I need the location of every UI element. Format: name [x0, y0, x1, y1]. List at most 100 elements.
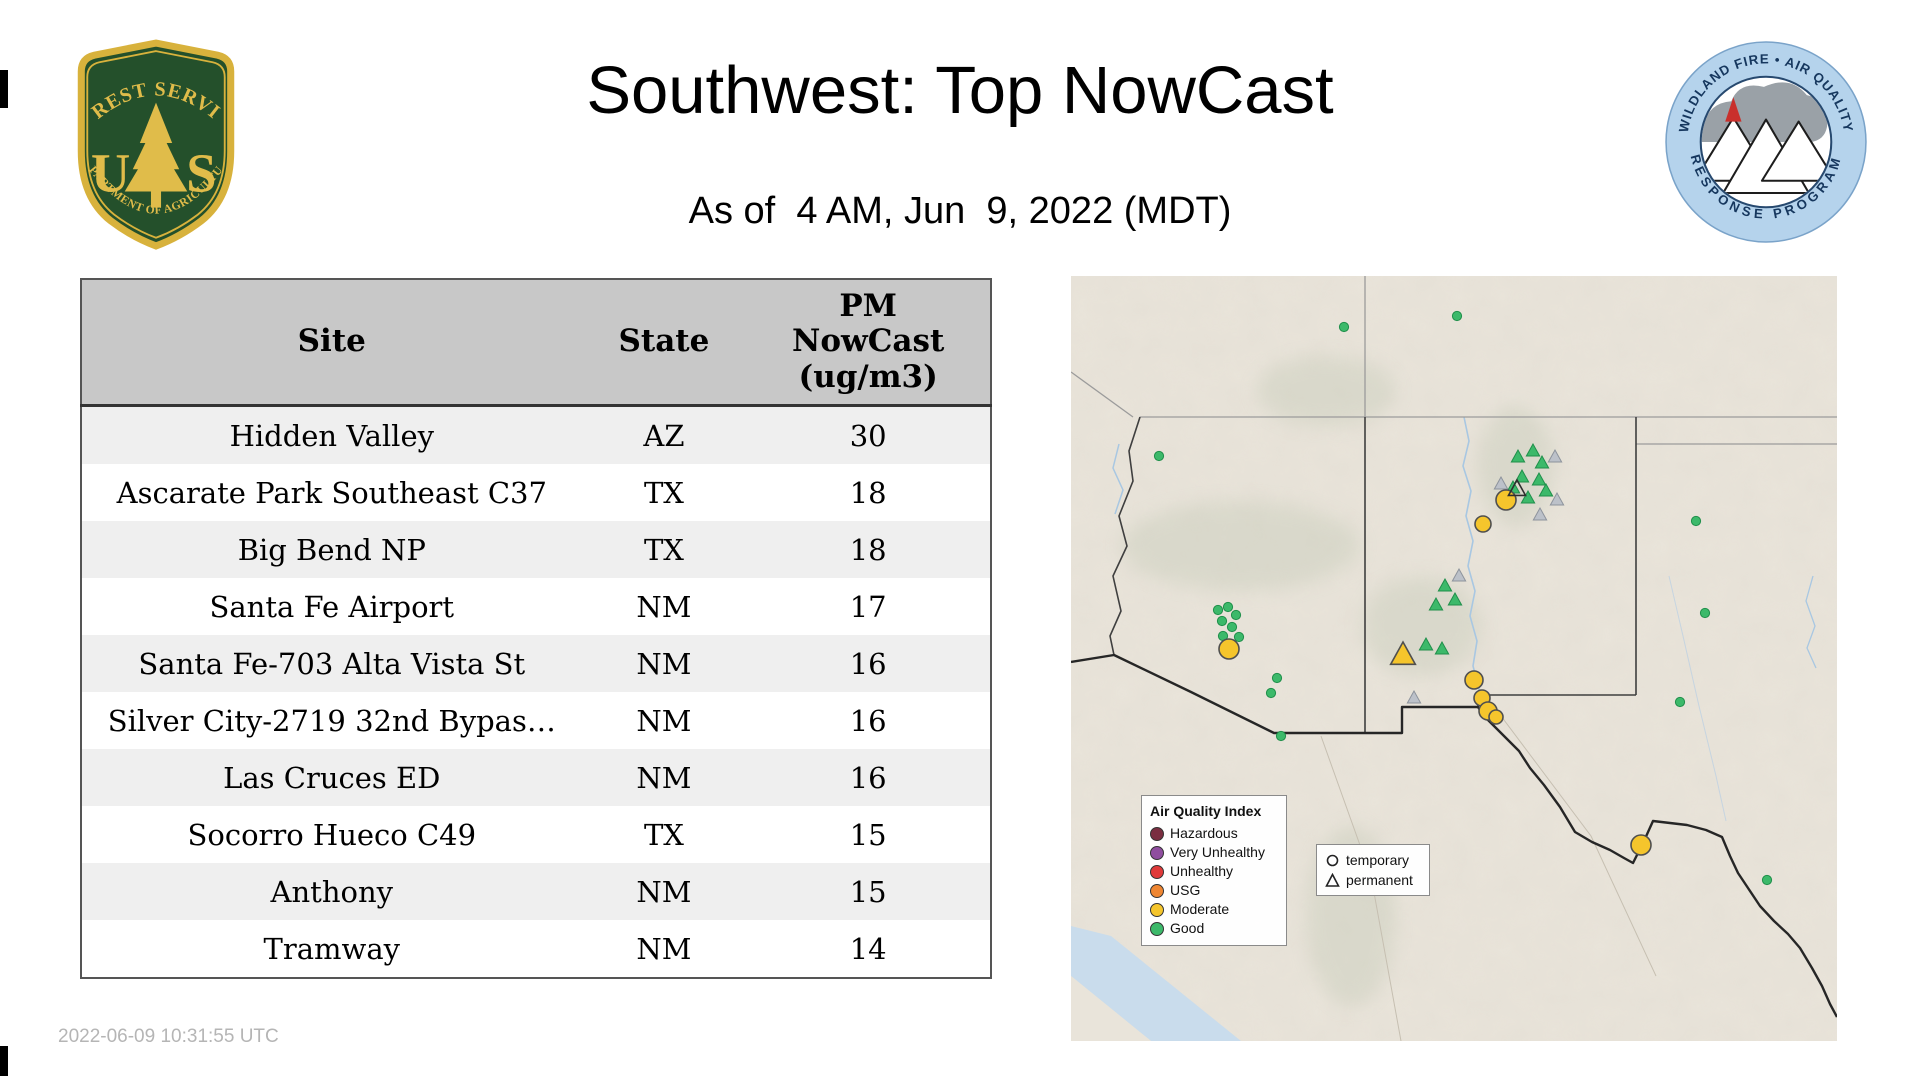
site-cell: Silver City-2719 32nd Bypas…	[107, 703, 556, 738]
aqi-legend-label: USG	[1170, 882, 1201, 898]
monitor-good-temporary	[1761, 874, 1773, 886]
state-cell: NM	[636, 703, 692, 738]
screen-edge-artifact	[0, 70, 8, 108]
fs-letter-s: S	[186, 142, 216, 203]
monitor-unknown-permanent	[1549, 491, 1565, 506]
flame-icon	[1725, 97, 1742, 122]
value-cell: 15	[849, 874, 887, 909]
site-cell: Socorro Hueco C49	[187, 817, 477, 852]
monitor-good-temporary	[1674, 696, 1686, 708]
table-row: Hidden Valley AZ 30	[81, 405, 991, 464]
screen-edge-artifact	[0, 1046, 8, 1076]
site-cell: Hidden Valley	[229, 418, 434, 453]
value-cell: 17	[849, 589, 887, 624]
monitor-unknown-permanent	[1532, 506, 1548, 521]
state-cell: AZ	[643, 418, 685, 453]
value-cell: 14	[849, 931, 887, 966]
table-row: Silver City-2719 32nd Bypas… NM 16	[81, 692, 991, 749]
table-row: Santa Fe-703 Alta Vista St NM 16	[81, 635, 991, 692]
monitor-unknown-permanent	[1406, 689, 1422, 704]
monitor-good-permanent	[1428, 596, 1444, 611]
nowcast-table: Site State PM NowCast (ug/m3) Hidden Val…	[80, 278, 992, 979]
table-row: Anthony NM 15	[81, 863, 991, 920]
aqi-legend: Air Quality Index Hazardous Very Unhealth…	[1141, 795, 1287, 946]
wfaqrp-logo: WILDLAND FIRE • AIR QUALITY RESPONSE PRO…	[1665, 41, 1867, 243]
page-title: Southwest: Top NowCast	[586, 53, 1334, 128]
monitor-good-permanent	[1520, 489, 1536, 504]
mountains-icon	[1701, 116, 1831, 195]
site-cell: Las Cruces ED	[223, 760, 441, 795]
state-cell: TX	[643, 532, 684, 567]
state-borders-light	[1071, 276, 1837, 445]
rio-grande-river	[1462, 416, 1480, 708]
mexico-state-line	[1500, 715, 1657, 977]
unhealthy-dot-icon	[1150, 864, 1164, 879]
monitor-good-temporary	[1451, 310, 1463, 322]
aqi-legend-item: Unhealthy	[1150, 862, 1278, 881]
monitor-unknown-permanent	[1493, 475, 1509, 490]
monitor-good-temporary	[1275, 730, 1287, 742]
monitor-moderate-permanent	[1389, 640, 1417, 666]
site-cell: Santa Fe Airport	[209, 589, 455, 624]
monitor-outline-permanent	[1507, 478, 1527, 497]
monitor-good-temporary	[1690, 515, 1702, 527]
monitor-moderate-temporary	[1488, 709, 1504, 725]
state-cell: NM	[636, 760, 692, 795]
state-cell: NM	[636, 646, 692, 681]
pm-nowcast-column-header: PM NowCast (ug/m3)	[746, 279, 991, 407]
site-cell: Santa Fe-703 Alta Vista St	[138, 646, 526, 681]
value-cell: 18	[849, 475, 887, 510]
table-row: Ascarate Park Southeast C37 TX 18	[81, 464, 991, 521]
site-cell: Tramway	[263, 931, 401, 966]
us-mexico-border	[1071, 653, 1837, 1018]
monitor-good-temporary	[1226, 621, 1238, 633]
map: Air Quality Index Hazardous Very Unhealth…	[1071, 276, 1837, 1041]
colorado-river	[1112, 443, 1124, 515]
state-cell: NM	[636, 589, 692, 624]
monitor-good-temporary	[1233, 631, 1245, 643]
legend-permanent-row: permanent	[1325, 870, 1421, 890]
value-cell: 16	[849, 703, 887, 738]
monitor-good-permanent	[1525, 442, 1541, 457]
aqi-legend-item: Good	[1150, 919, 1278, 938]
texas-river	[1805, 575, 1817, 669]
very-unhealthy-dot-icon	[1150, 845, 1164, 860]
forest-service-logo: FOREST SERVICE U S DEPARTMENT OF AGRICUL…	[60, 38, 235, 250]
legend-temporary-label: temporary	[1346, 851, 1410, 868]
monitor-moderate-temporary	[1464, 670, 1484, 690]
site-column-header: Site	[81, 279, 582, 407]
monitor-unknown-permanent	[1451, 567, 1467, 582]
state-cell: TX	[643, 475, 684, 510]
state-column-header: State	[581, 279, 747, 407]
monitor-good-permanent	[1447, 591, 1463, 606]
aqi-legend-item: USG	[1150, 881, 1278, 900]
moderate-dot-icon	[1150, 902, 1164, 917]
monitor-good-temporary	[1699, 607, 1711, 619]
temporary-circle-icon	[1326, 854, 1339, 866]
monitor-moderate-temporary	[1630, 834, 1652, 856]
baja-peninsula	[1071, 976, 1151, 1041]
hazardous-dot-icon	[1150, 826, 1164, 841]
monitor-good-permanent	[1538, 482, 1554, 497]
pine-tree-icon	[124, 102, 188, 208]
monitor-good-permanent	[1510, 448, 1526, 463]
monitor-good-permanent	[1437, 577, 1453, 592]
page-subtitle: As of 4 AM, Jun 9, 2022 (MDT)	[688, 190, 1232, 232]
monitor-markers	[1153, 310, 1773, 886]
monitor-good-permanent	[1418, 636, 1434, 651]
monitor-good-temporary	[1271, 672, 1283, 684]
aqi-legend-item: Moderate	[1150, 900, 1278, 919]
aqi-legend-label: Good	[1170, 920, 1205, 936]
legend-permanent-label: permanent	[1346, 871, 1413, 888]
terrain-shading	[1121, 356, 1554, 1006]
state-cell: NM	[636, 931, 692, 966]
value-cell: 15	[849, 817, 887, 852]
table-header-row: Site State PM NowCast (ug/m3)	[81, 279, 991, 407]
table-row: Tramway NM 14	[81, 920, 991, 978]
aqi-legend-title: Air Quality Index	[1150, 803, 1262, 819]
marker-type-legend: temporary permanent	[1316, 844, 1430, 896]
table-row: Big Bend NP TX 18	[81, 521, 991, 578]
generated-timestamp: 2022-06-09 10:31:55 UTC	[58, 1026, 279, 1047]
monitor-good-temporary	[1153, 450, 1165, 462]
